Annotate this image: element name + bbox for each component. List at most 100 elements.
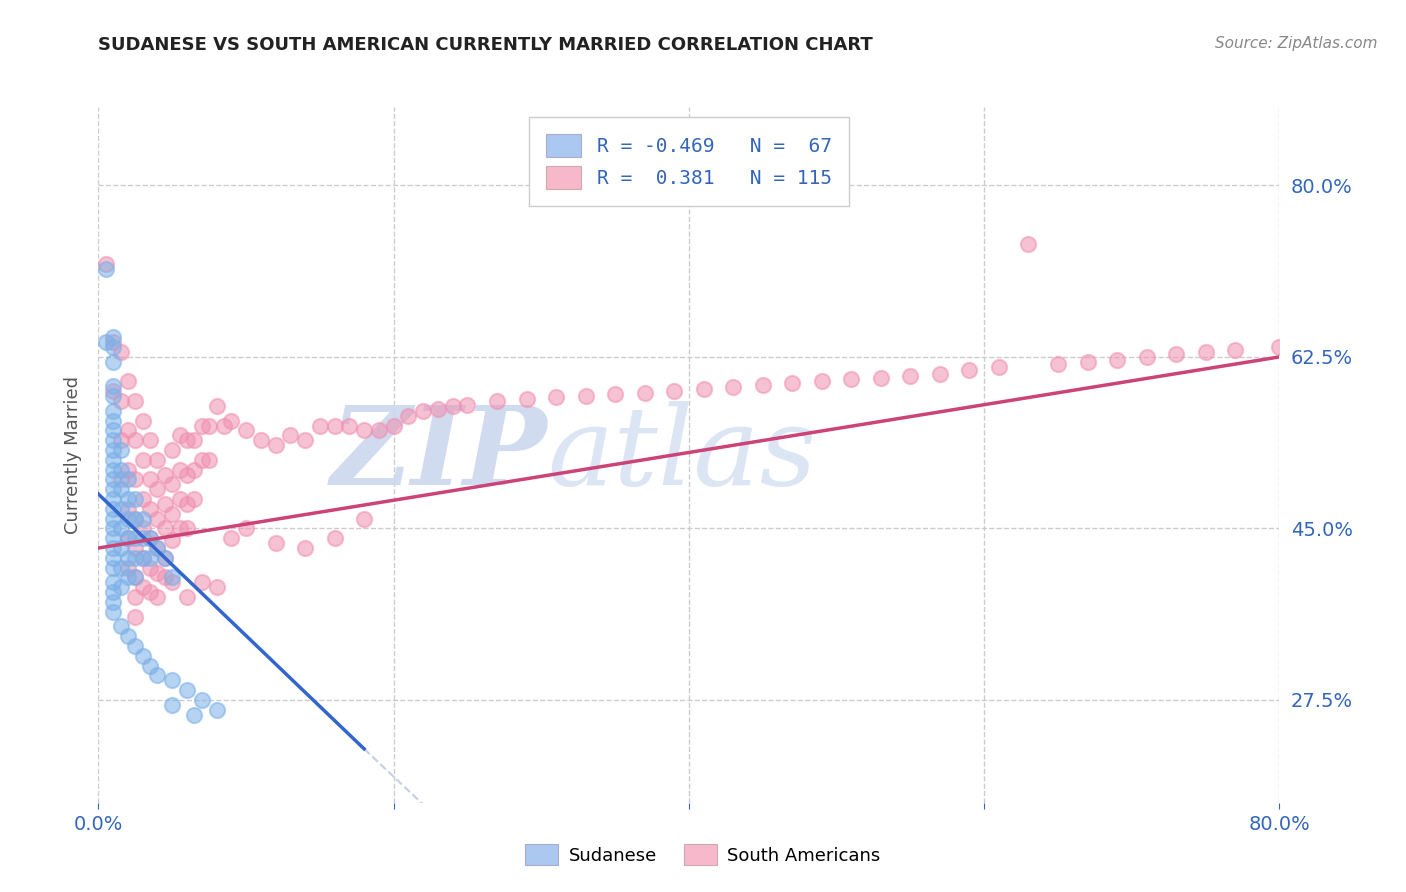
Text: ZIP: ZIP — [330, 401, 547, 508]
Point — [146, 541, 169, 555]
Point — [191, 418, 214, 433]
Point — [139, 658, 162, 673]
Point — [294, 541, 316, 555]
Point — [841, 372, 863, 386]
Point — [139, 501, 162, 516]
Point — [988, 359, 1011, 374]
Point — [264, 536, 287, 550]
Point — [323, 531, 346, 545]
Point — [117, 570, 139, 584]
Point — [427, 401, 450, 416]
Point — [183, 462, 205, 476]
Point — [153, 550, 176, 565]
Point — [124, 434, 146, 448]
Point — [110, 501, 132, 516]
Point — [198, 418, 221, 433]
Point — [110, 521, 132, 535]
Point — [280, 428, 302, 442]
Point — [103, 414, 125, 428]
Point — [870, 370, 893, 384]
Point — [250, 434, 273, 448]
Point — [117, 511, 139, 525]
Point — [139, 585, 162, 599]
Point — [221, 414, 243, 428]
Point — [1077, 355, 1099, 369]
Point — [132, 531, 155, 545]
Point — [235, 521, 257, 535]
Text: Source: ZipAtlas.com: Source: ZipAtlas.com — [1215, 36, 1378, 51]
Point — [205, 580, 228, 594]
Point — [103, 491, 125, 506]
Point — [117, 491, 139, 506]
Point — [94, 257, 117, 271]
Point — [110, 345, 132, 359]
Point — [103, 585, 125, 599]
Point — [110, 462, 132, 476]
Point — [103, 472, 125, 486]
Point — [103, 330, 125, 344]
Point — [103, 424, 125, 438]
Point — [139, 434, 162, 448]
Point — [103, 560, 125, 574]
Point — [103, 335, 125, 350]
Point — [146, 482, 169, 496]
Point — [353, 511, 375, 525]
Point — [176, 590, 198, 604]
Point — [132, 491, 155, 506]
Point — [139, 550, 162, 565]
Text: SUDANESE VS SOUTH AMERICAN CURRENTLY MARRIED CORRELATION CHART: SUDANESE VS SOUTH AMERICAN CURRENTLY MAR… — [98, 36, 873, 54]
Point — [103, 531, 125, 545]
Point — [221, 531, 243, 545]
Point — [162, 507, 183, 521]
Point — [412, 404, 434, 418]
Point — [353, 424, 375, 438]
Point — [153, 570, 176, 584]
Point — [191, 452, 214, 467]
Point — [782, 376, 804, 391]
Point — [94, 335, 117, 350]
Point — [103, 384, 125, 399]
Point — [183, 707, 205, 722]
Point — [124, 472, 146, 486]
Point — [132, 511, 155, 525]
Point — [664, 384, 686, 399]
Point — [139, 531, 162, 545]
Point — [693, 382, 716, 396]
Point — [124, 511, 146, 525]
Legend: R = -0.469   N =  67, R =  0.381   N = 115: R = -0.469 N = 67, R = 0.381 N = 115 — [529, 117, 849, 206]
Point — [183, 491, 205, 506]
Point — [176, 434, 198, 448]
Point — [103, 575, 125, 590]
Point — [110, 443, 132, 458]
Point — [546, 390, 568, 404]
Point — [110, 394, 132, 409]
Point — [146, 668, 169, 682]
Point — [117, 550, 139, 565]
Point — [132, 452, 155, 467]
Point — [117, 560, 139, 574]
Point — [212, 418, 235, 433]
Point — [139, 472, 162, 486]
Point — [153, 497, 176, 511]
Point — [1166, 347, 1188, 361]
Point — [235, 424, 257, 438]
Point — [110, 619, 132, 633]
Point — [176, 521, 198, 535]
Point — [900, 368, 922, 383]
Point — [959, 362, 981, 376]
Point — [516, 392, 538, 406]
Point — [124, 570, 146, 584]
Point — [103, 541, 125, 555]
Point — [205, 399, 228, 413]
Point — [162, 673, 183, 688]
Point — [169, 462, 191, 476]
Point — [110, 434, 132, 448]
Point — [176, 467, 198, 482]
Point — [139, 560, 162, 574]
Point — [103, 379, 125, 393]
Point — [103, 511, 125, 525]
Point — [117, 531, 139, 545]
Point — [205, 703, 228, 717]
Point — [117, 375, 139, 389]
Point — [124, 531, 146, 545]
